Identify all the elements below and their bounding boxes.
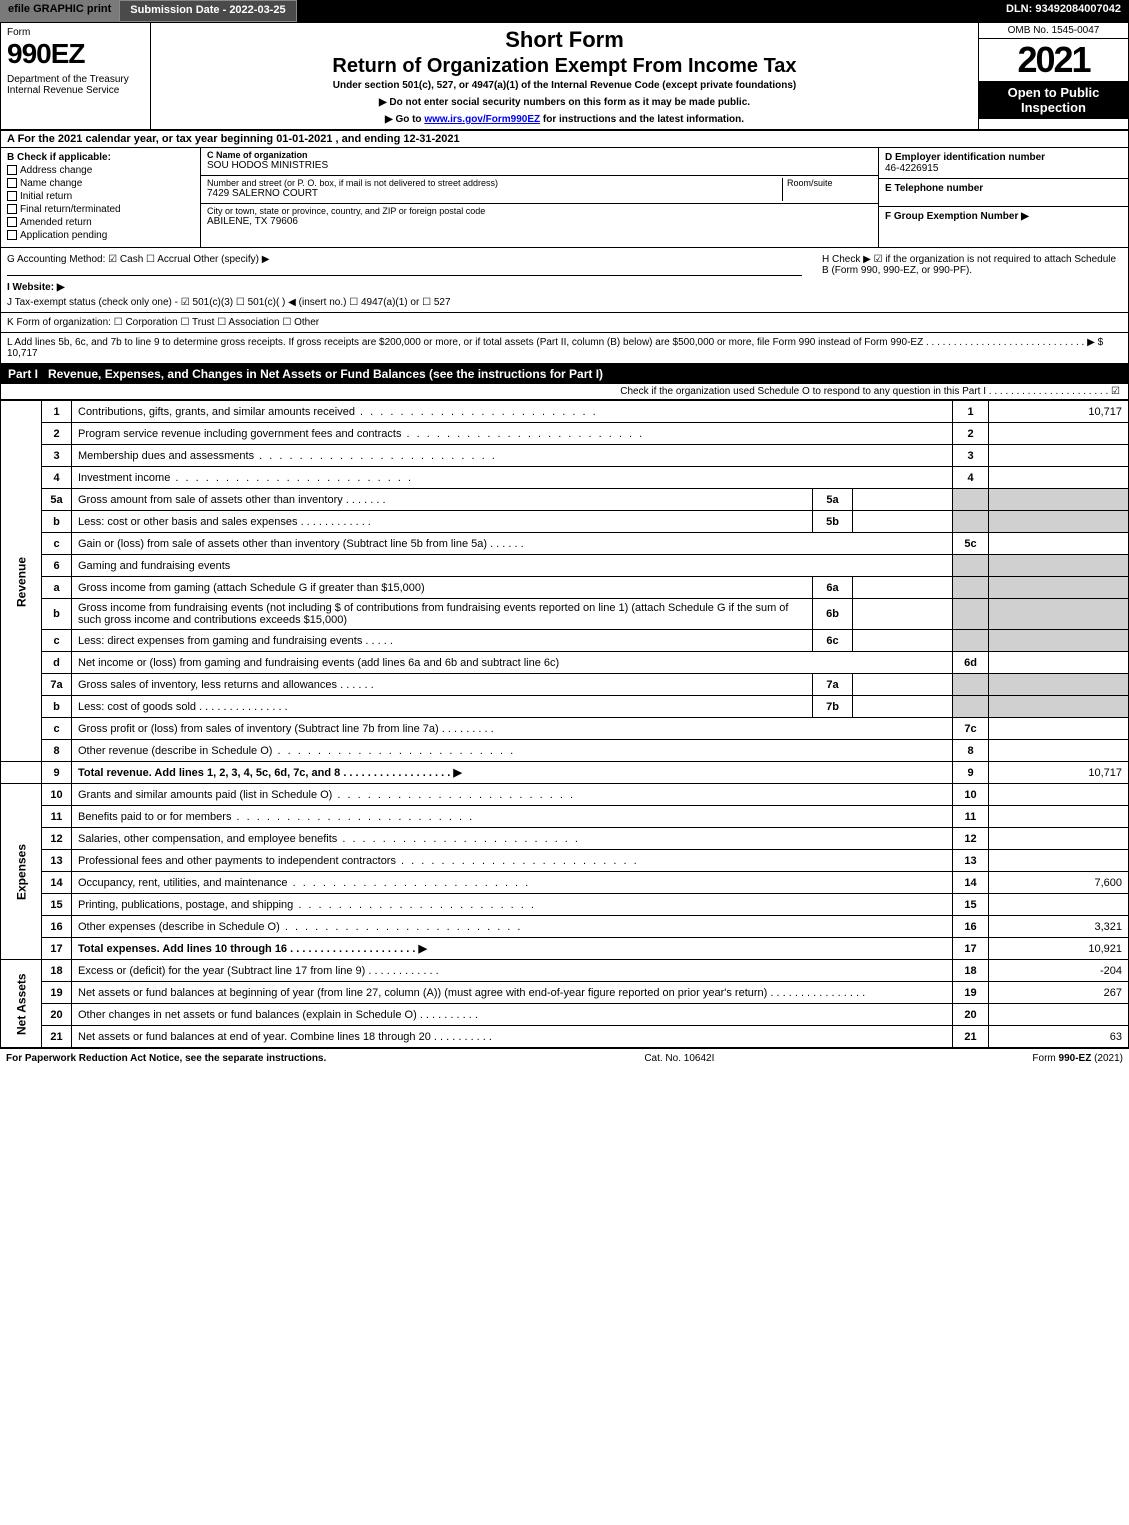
- header-center: Short Form Return of Organization Exempt…: [151, 23, 978, 129]
- part1-num: Part I: [8, 367, 48, 381]
- addr-row: Number and street (or P. O. box, if mail…: [201, 176, 878, 204]
- note2-post: for instructions and the latest informat…: [543, 114, 744, 125]
- box-c: C Name of organization SOU HODOS MINISTR…: [201, 148, 878, 247]
- val-15: [989, 894, 1129, 916]
- val-19: 267: [989, 982, 1129, 1004]
- section-a: A For the 2021 calendar year, or tax yea…: [0, 131, 1129, 148]
- lines-table: Revenue 1Contributions, gifts, grants, a…: [0, 400, 1129, 1048]
- street-address: 7429 SALERNO COURT: [207, 188, 782, 199]
- box-def: D Employer identification number 46-4226…: [878, 148, 1128, 247]
- note2-pre: ▶ Go to: [385, 114, 424, 125]
- header-right: OMB No. 1545-0047 2021 Open to Public In…: [978, 23, 1128, 129]
- val-6d: [989, 652, 1129, 674]
- chk-initial-return[interactable]: Initial return: [7, 191, 194, 202]
- line-k: K Form of organization: ☐ Corporation ☐ …: [0, 313, 1129, 333]
- org-name: SOU HODOS MINISTRIES: [207, 160, 872, 171]
- chk-amended-return[interactable]: Amended return: [7, 217, 194, 228]
- part1-title: Revenue, Expenses, and Changes in Net As…: [48, 367, 603, 381]
- val-17: 10,921: [989, 938, 1129, 960]
- val-14: 7,600: [989, 872, 1129, 894]
- line-l: L Add lines 5b, 6c, and 7b to line 9 to …: [0, 333, 1129, 364]
- val-10: [989, 784, 1129, 806]
- short-form-title: Short Form: [159, 27, 970, 53]
- footer-right: Form 990-EZ (2021): [1032, 1053, 1123, 1064]
- val-7c: [989, 718, 1129, 740]
- tax-year: 2021: [979, 39, 1128, 81]
- room-suite: Room/suite: [782, 178, 872, 201]
- part1-header: Part I Revenue, Expenses, and Changes in…: [0, 364, 1129, 384]
- telephone-cell: E Telephone number: [879, 179, 1128, 207]
- box-b-title: B Check if applicable:: [7, 152, 194, 163]
- irs-link[interactable]: www.irs.gov/Form990EZ: [424, 114, 540, 125]
- dept-label: Department of the Treasury Internal Reve…: [7, 74, 144, 96]
- org-name-row: C Name of organization SOU HODOS MINISTR…: [201, 148, 878, 176]
- efile-label[interactable]: efile GRAPHIC print: [0, 0, 119, 22]
- chk-application-pending[interactable]: Application pending: [7, 230, 194, 241]
- city-row: City or town, state or province, country…: [201, 204, 878, 232]
- line-h: H Check ▶ ☑ if the organization is not r…: [822, 254, 1122, 276]
- subtitle: Under section 501(c), 527, or 4947(a)(1)…: [159, 80, 970, 91]
- netassets-vlabel: Net Assets: [1, 960, 42, 1048]
- group-exemption-cell: F Group Exemption Number ▶: [879, 207, 1128, 235]
- val-16: 3,321: [989, 916, 1129, 938]
- chk-address-change[interactable]: Address change: [7, 165, 194, 176]
- form-word: Form: [7, 27, 144, 38]
- val-20: [989, 1004, 1129, 1026]
- page-footer: For Paperwork Reduction Act Notice, see …: [0, 1048, 1129, 1068]
- val-4: [989, 467, 1129, 489]
- info-grid: B Check if applicable: Address change Na…: [0, 148, 1129, 248]
- val-18: -204: [989, 960, 1129, 982]
- line-g: G Accounting Method: ☑ Cash ☐ Accrual Ot…: [7, 254, 802, 276]
- val-21: 63: [989, 1026, 1129, 1048]
- footer-catno: Cat. No. 10642I: [644, 1053, 714, 1064]
- chk-name-change[interactable]: Name change: [7, 178, 194, 189]
- val-13: [989, 850, 1129, 872]
- val-8: [989, 740, 1129, 762]
- footer-left: For Paperwork Reduction Act Notice, see …: [6, 1053, 326, 1064]
- note-ssn: ▶ Do not enter social security numbers o…: [159, 97, 970, 108]
- part1-note: Check if the organization used Schedule …: [0, 384, 1129, 400]
- city-state-zip: ABILENE, TX 79606: [207, 216, 872, 227]
- line-i: I Website: ▶: [7, 282, 1122, 293]
- dln-label: DLN: 93492084007042: [998, 0, 1129, 22]
- submission-date: Submission Date - 2022-03-25: [119, 0, 296, 22]
- val-12: [989, 828, 1129, 850]
- line-j: J Tax-exempt status (check only one) - ☑…: [7, 297, 1122, 308]
- top-bar: efile GRAPHIC print Submission Date - 20…: [0, 0, 1129, 22]
- main-title: Return of Organization Exempt From Incom…: [159, 55, 970, 78]
- val-2: [989, 423, 1129, 445]
- val-1: 10,717: [989, 401, 1129, 423]
- form-header: Form 990EZ Department of the Treasury In…: [0, 22, 1129, 131]
- open-inspection: Open to Public Inspection: [979, 81, 1128, 119]
- ein-value: 46-4226915: [885, 163, 1122, 174]
- box-b: B Check if applicable: Address change Na…: [1, 148, 201, 247]
- val-11: [989, 806, 1129, 828]
- val-5c: [989, 533, 1129, 555]
- chk-final-return[interactable]: Final return/terminated: [7, 204, 194, 215]
- note-link: ▶ Go to www.irs.gov/Form990EZ for instru…: [159, 114, 970, 125]
- ein-cell: D Employer identification number 46-4226…: [879, 148, 1128, 179]
- form-number: 990EZ: [7, 38, 144, 70]
- revenue-vlabel: Revenue: [1, 401, 42, 762]
- val-9: 10,717: [989, 762, 1129, 784]
- val-3: [989, 445, 1129, 467]
- header-left: Form 990EZ Department of the Treasury In…: [1, 23, 151, 129]
- meta-block: G Accounting Method: ☑ Cash ☐ Accrual Ot…: [0, 248, 1129, 313]
- omb-number: OMB No. 1545-0047: [979, 23, 1128, 39]
- expenses-vlabel: Expenses: [1, 784, 42, 960]
